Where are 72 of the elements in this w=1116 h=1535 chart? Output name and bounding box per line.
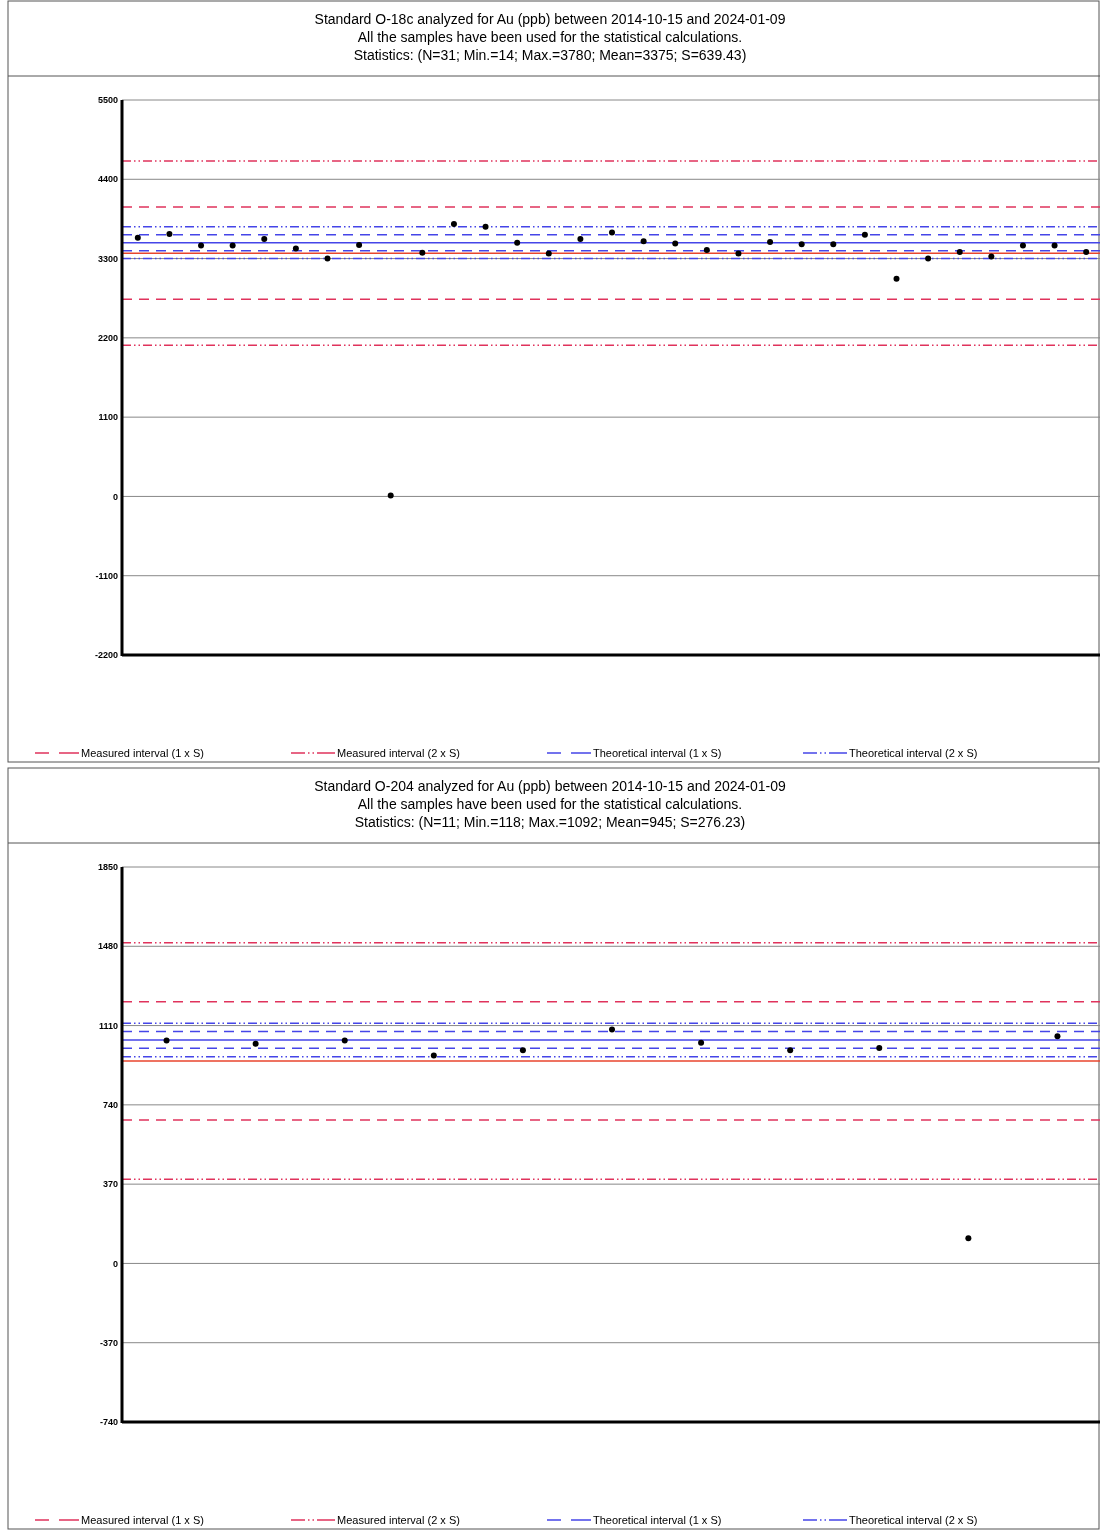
chart-subtitle: All the samples have been used for the statistical calculations. [357,796,743,812]
legend-label: Measured interval (1 x S) [81,747,204,759]
point [324,255,331,262]
legend-label: Theoretical interval (2 x S) [849,1514,978,1526]
point [988,253,995,260]
chart-title: Standard O-18c analyzed for Au (ppb) between 2014-10-15 and 2024-01-09 [314,11,786,27]
y-tick-label: 0 [112,1258,118,1269]
point [163,1037,170,1044]
point [735,250,742,257]
y-tick-label: 1480 [97,941,118,952]
legend-label: Measured interval (2 x S) [337,747,460,759]
point [640,238,647,245]
y-tick-label: 1850 [97,862,118,873]
chart-title: Standard O-204 analyzed for Au (ppb) between 2014-10-15 and 2024-01-09 [314,778,787,794]
y-tick-label: 370 [102,1179,118,1190]
point [577,236,584,243]
legend-label: Measured interval (1 x S) [81,1514,204,1526]
point [134,234,141,241]
point [1054,1033,1061,1040]
text: Statistics: (N=11; Min.=118; Max.=1092; Mean=945; S=276.23) [354,814,746,830]
y-tick-label: -2200 [94,650,118,661]
point [861,231,868,238]
point [419,249,426,256]
point [252,1040,259,1047]
point [482,223,489,230]
point [198,242,205,249]
point [698,1039,705,1046]
point [956,249,963,256]
point [387,492,394,499]
point [261,236,268,243]
point [767,238,774,245]
point [341,1037,348,1044]
point [609,229,615,236]
point [925,255,932,262]
point [876,1045,883,1052]
point [430,1052,437,1059]
point [356,241,363,248]
point [893,275,900,282]
y-tick-label: -1100 [95,570,118,581]
y-tick-label: 4400 [97,174,118,185]
y-tick-label: -370 [99,1337,118,1348]
point [965,1235,972,1242]
point [292,245,299,252]
point [1083,249,1090,256]
point [798,241,805,248]
point [545,250,552,257]
point [830,241,837,248]
legend-label: Theoretical interval (1 x S) [593,747,722,759]
point [787,1047,794,1054]
text: Statistics: (N=31; Min.=14; Max.=3780; Mean=3375; S=639.43) [353,47,747,63]
point [703,246,710,253]
legend-label: Theoretical interval (1 x S) [593,1514,722,1526]
point [1019,242,1026,249]
chart-subtitle: All the samples have been used for the statistical calculations. [357,29,743,45]
y-tick-label: 740 [102,1100,118,1111]
y-tick-label: 1110 [98,1020,118,1031]
y-tick-label: 2200 [97,333,118,344]
point [519,1047,526,1054]
point [1051,242,1058,249]
y-tick-label: 3300 [97,253,118,264]
legend-label: Theoretical interval (2 x S) [849,747,978,759]
point [609,1026,615,1033]
point [450,220,457,227]
y-tick-label: 5500 [97,95,118,106]
y-tick-label: 0 [112,491,118,502]
legend-label: Measured interval (2 x S) [337,1514,460,1526]
point [229,242,236,249]
point [672,240,679,247]
y-tick-label: 1100 [98,412,118,423]
point [514,239,521,246]
point [166,231,173,238]
y-tick-label: -740 [99,1417,118,1428]
